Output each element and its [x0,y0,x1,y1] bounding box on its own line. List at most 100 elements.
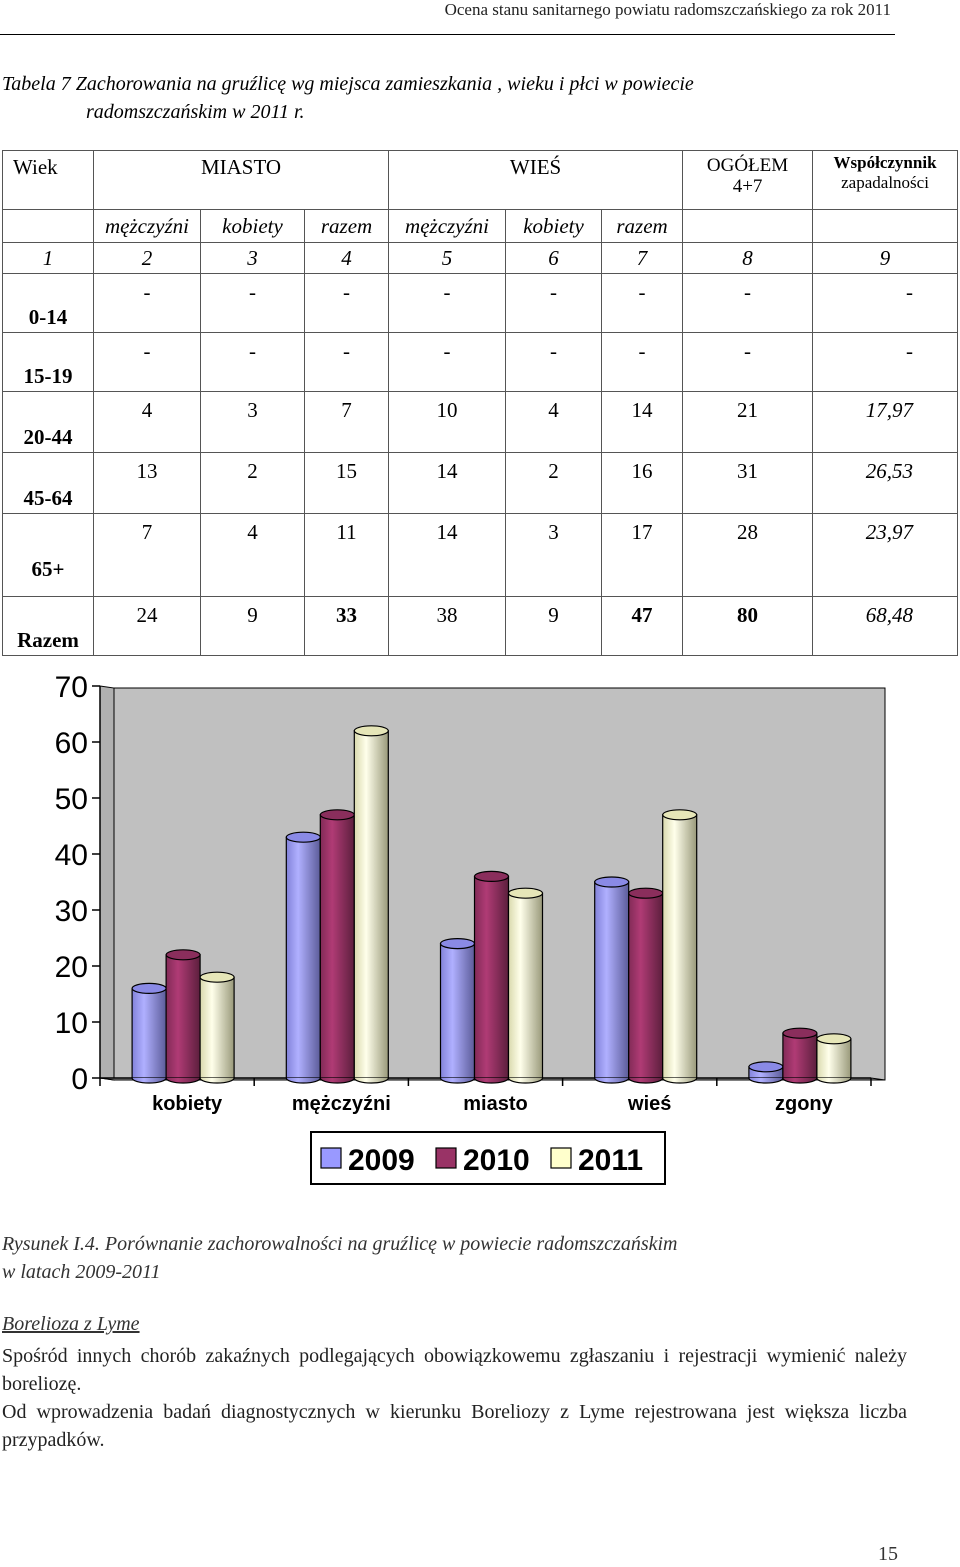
cell-value: 17 [631,520,653,544]
legend-label-2009: 2009 [348,1144,415,1177]
header-coef: Współczynnik zapadalności [812,150,959,210]
paragraph-1: Spośród innych chorób zakaźnych podlegaj… [2,1345,907,1395]
cell-value: 14 [436,459,458,483]
table-cell: - [682,273,814,333]
cell-value: 16 [631,459,653,483]
cell-value: 21 [737,398,759,422]
cell-value: - [550,280,558,304]
cell-value: - [143,280,151,304]
col-num: 9 [812,242,959,274]
cell-value: 68,48 [865,603,914,627]
table-cell: 7 [303,391,390,453]
table-row: 15-19 - - - - - - - - [2,332,959,392]
cell-value: 11 [336,520,357,544]
page-number: 15 [878,1543,898,1565]
y-tick-label: 70 [55,671,88,704]
cell-value: - [906,280,914,304]
bar-2009-2 [439,938,476,1084]
table-cell: - [601,332,684,392]
cell-value: 4 [141,398,153,422]
table-cell: 28 [682,513,814,597]
col-num: 4 [303,242,390,274]
table-cell: 24 [93,596,201,656]
table-cell: - [505,332,603,392]
bar-2011-3 [662,809,698,1084]
table-cell: 14 [388,513,507,597]
paragraph-2: Od wprowadzenia badań diagnostycznych w … [2,1401,907,1451]
bar-2010-4 [782,1027,818,1084]
sub-r-village: razem [601,209,684,243]
cell-value: 33 [336,603,358,627]
table-cell: - [682,332,814,392]
table-cell: - [200,273,305,333]
cell-value: - [550,339,558,363]
cell-value: 3 [247,398,258,422]
legend-label-2010: 2010 [463,1144,530,1177]
bar-2009-3 [594,876,630,1084]
table-cell: 31 [682,452,814,514]
table-cell: 4 [505,391,603,453]
age-label: 65+ [2,513,94,597]
cell-value: 47 [631,603,653,627]
table-cell: - [93,273,201,333]
table-cell: - [812,332,959,392]
cell-value: 14 [631,398,653,422]
cell-value: 2 [247,459,258,483]
age-label: 0-14 [2,273,94,333]
table-cell: 33 [303,596,390,656]
table-cell: 21 [682,391,814,453]
cell-value: - [638,339,646,363]
table-cell: 4 [93,391,201,453]
table-row: 0-14 - - - - - - - - [2,273,959,333]
sub-k-village: kobiety [505,209,603,243]
cell-value: 3 [548,520,559,544]
cell-value: - [343,339,351,363]
cell-value: - [443,280,451,304]
table-cell: 13 [93,452,201,514]
legend-box [310,1131,666,1185]
cell-value: 4 [548,398,559,422]
y-tick-label: 0 [71,1063,88,1096]
bar-2011-1 [353,725,389,1084]
x-category-label: mężczyźni [292,1093,391,1115]
sub-empty-2 [682,209,814,243]
cell-value: 24 [136,603,158,627]
col-num: 5 [388,242,507,274]
figure-caption-line1: Rysunek I.4. Porównanie zachorowalności … [2,1233,678,1255]
x-category-label: kobiety [152,1093,223,1115]
col-num: 1 [2,242,94,274]
cell-value: 10 [436,398,458,422]
cell-value: - [443,339,451,363]
x-category-label: miasto [463,1093,527,1115]
col-num: 2 [93,242,201,274]
cell-value: 17,97 [865,398,914,422]
header-ogolem: OGÓŁEM 4+7 [682,150,814,210]
bar-2010-2 [473,870,510,1084]
table-subheader-row: mężczyźni kobiety razem mężczyźni kobiet… [2,209,959,243]
age-label: 20-44 [2,391,94,453]
col-num: 6 [505,242,603,274]
table-cell: 16 [601,452,684,514]
legend-swatch-2009 [320,1147,342,1169]
bar-2011-2 [507,887,544,1084]
sub-empty-3 [812,209,959,243]
tuberculosis-table: Wiek MIASTO WIEŚ OGÓŁEM 4+7 Współczynnik… [2,150,959,656]
table-cell: 2 [505,452,603,514]
table-cell: - [200,332,305,392]
table-cell: - [303,332,390,392]
legend-swatch-2011 [550,1147,572,1169]
cell-value: - [143,339,151,363]
x-category-label: zgony [775,1093,834,1115]
page-header: Ocena stanu sanitarnego powiatu radomszc… [0,0,895,35]
cell-value: 9 [247,603,258,627]
table-cell: - [812,273,959,333]
table-row: 45-64 13 2 15 14 2 16 31 26,53 [2,452,959,514]
bar-2009-1 [285,831,321,1084]
col-num: 7 [601,242,684,274]
header-ogolem-label: OGÓŁEM [706,155,789,176]
table-cell: 68,48 [812,596,959,656]
cell-value: 7 [141,520,153,544]
cell-value: 38 [436,603,458,627]
table-row: 20-44 4 3 7 10 4 14 21 17,97 [2,391,959,453]
cell-value: - [249,280,256,304]
